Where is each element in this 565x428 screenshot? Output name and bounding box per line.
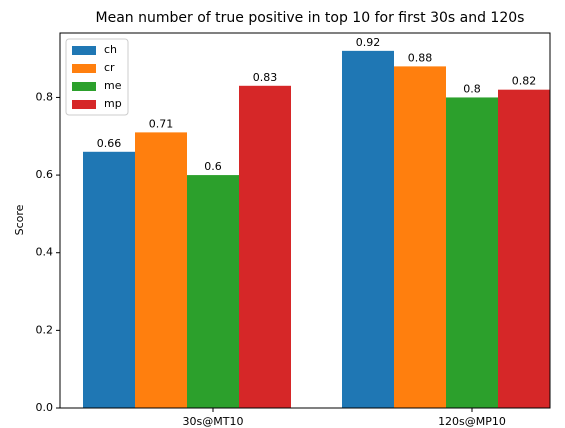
y-tick-label: 0.6 [36,168,54,181]
value-label: 0.71 [149,117,174,130]
y-tick-label: 0.4 [36,246,54,259]
value-label: 0.66 [97,137,122,150]
y-tick-label: 0.0 [36,401,54,414]
bar [446,97,498,409]
axes-frame [59,32,551,409]
legend-swatch [72,100,96,109]
legend-label: ch [104,43,117,56]
y-tick-label: 0.8 [36,90,54,103]
legend-swatch [72,46,96,55]
x-tick-label: 120s@MP10 [438,415,506,428]
y-tick-label: 0.2 [36,323,54,336]
legend-swatch [72,82,96,91]
x-tick-label: 30s@MT10 [183,415,244,428]
value-label: 0.6 [204,160,222,173]
bar [83,151,135,408]
value-label: 0.92 [356,36,381,49]
bar [394,66,446,408]
chart-title: Mean number of true positive in top 10 f… [96,10,525,26]
y-axis-label: Score [13,204,26,235]
bar [342,50,394,408]
value-label: 0.83 [253,71,278,84]
value-label: 0.88 [408,51,433,64]
legend-label: mp [104,97,122,110]
bar [239,85,291,408]
bar [135,132,187,408]
legend-label: me [104,79,122,92]
bar [498,89,550,409]
value-label: 0.8 [463,82,481,95]
legend-box [65,38,129,116]
legend-swatch [72,64,96,73]
legend-label: cr [104,61,115,74]
bar [187,175,239,408]
value-label: 0.82 [512,75,537,88]
